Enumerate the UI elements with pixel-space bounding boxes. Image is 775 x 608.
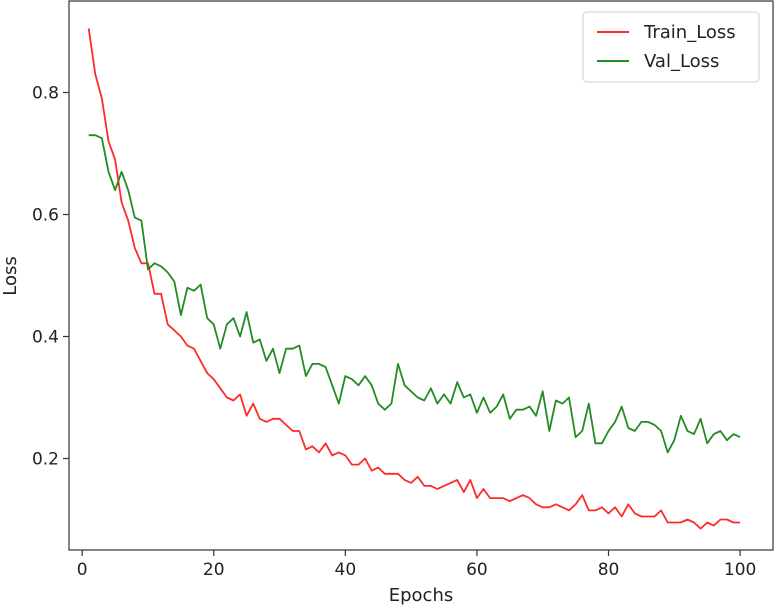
series-line-val-loss bbox=[88, 134, 741, 454]
y-tick-label: 0.2 bbox=[32, 450, 59, 470]
y-axis-title: Loss bbox=[0, 256, 21, 295]
x-axis: 0 20 40 60 80 100 bbox=[77, 550, 756, 580]
y-tick-label: 0.6 bbox=[32, 206, 59, 226]
x-tick-label: 80 bbox=[598, 560, 620, 580]
y-tick-label: 0.8 bbox=[32, 84, 59, 104]
y-tick-label: 0.4 bbox=[32, 328, 59, 348]
x-tick-label: 100 bbox=[724, 560, 756, 580]
legend: Train_Loss Val_Loss bbox=[582, 11, 760, 83]
legend-box bbox=[582, 11, 760, 83]
y-axis: 0.2 0.4 0.6 0.8 bbox=[32, 84, 69, 470]
legend-label-train-loss: Train_Loss bbox=[643, 22, 736, 43]
x-axis-title: Epochs bbox=[389, 585, 454, 606]
plot-frame bbox=[68, 0, 774, 551]
x-tick-label: 20 bbox=[203, 560, 225, 580]
x-tick-label: 0 bbox=[77, 560, 88, 580]
series-line-train-loss bbox=[87, 28, 741, 530]
x-tick-label: 60 bbox=[466, 560, 488, 580]
x-tick-label: 40 bbox=[335, 560, 357, 580]
series-layer bbox=[87, 28, 741, 530]
legend-label-val-loss: Val_Loss bbox=[644, 51, 719, 72]
